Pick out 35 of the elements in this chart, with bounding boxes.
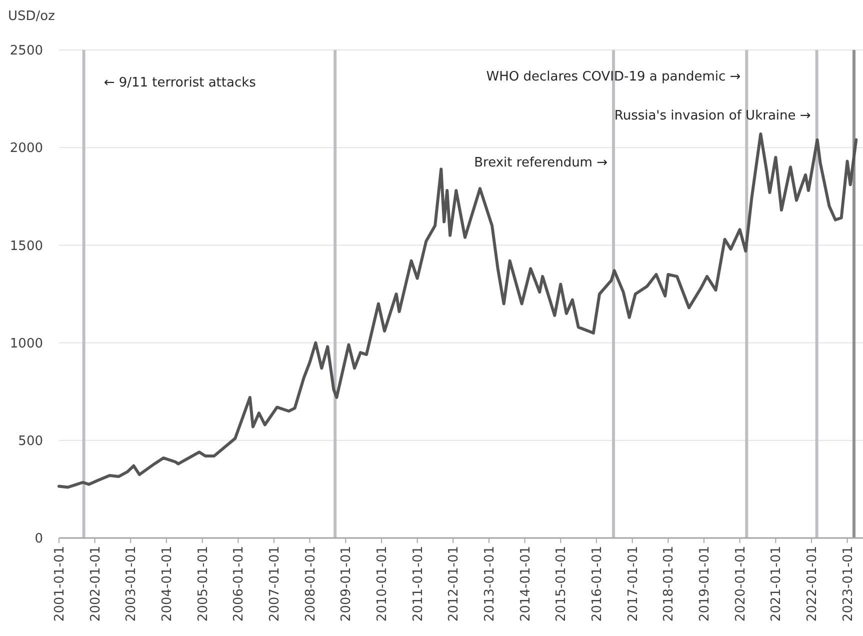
- x-tick-label: 2019-01-01: [698, 546, 713, 622]
- y-axis-title: USD/oz: [8, 9, 56, 24]
- y-tick-label: 500: [18, 434, 43, 449]
- x-tick-label: 2004-01-01: [160, 546, 175, 622]
- x-tick-label: 2020-01-01: [733, 546, 748, 622]
- x-tick-label: 2009-01-01: [339, 546, 354, 622]
- y-tick-label: 2000: [10, 141, 43, 156]
- x-tick-label: 2012-01-01: [446, 546, 462, 622]
- x-tick-label: 2021-01-01: [769, 546, 784, 622]
- x-tick-label: 2008-01-01: [303, 546, 318, 622]
- line-series: [58, 132, 858, 489]
- ref-line-label: ← 9/11 terrorist attacks: [104, 76, 256, 91]
- x-tick-label: 2017-01-01: [626, 546, 641, 622]
- y-tick-label: 1500: [10, 238, 43, 254]
- x-tick-label: 2022-01-01: [805, 546, 820, 622]
- x-tick-label: 2006-01-01: [232, 546, 247, 622]
- x-tick-label: 2018-01-01: [662, 546, 677, 622]
- ref-line-label: Russia's invasion of Ukraine →: [614, 108, 811, 124]
- y-tick-label: 1000: [10, 336, 43, 352]
- ref-line-label: Brexit referendum →: [474, 156, 608, 171]
- x-tick-label: 2001-01-01: [52, 546, 68, 622]
- x-tick-label: 2014-01-01: [518, 546, 534, 622]
- x-tick-label: 2016-01-01: [590, 546, 605, 622]
- x-tick-label: 2003-01-01: [124, 546, 140, 622]
- ref-line-label: WHO declares COVID-19 a pandemic →: [486, 70, 741, 85]
- x-tick-label: 2011-01-01: [410, 546, 426, 622]
- y-tick-label: 2500: [10, 44, 43, 59]
- x-tick-label: 2007-01-01: [268, 546, 283, 622]
- y-tick-label: 0: [34, 532, 43, 547]
- x-tick-label: 2013-01-01: [482, 546, 498, 622]
- x-tick-label: 2010-01-01: [375, 546, 390, 622]
- x-tick-label: 2023-01-01: [840, 546, 856, 622]
- x-tick-label: 2002-01-01: [88, 546, 104, 622]
- x-tick-label: 2005-01-01: [196, 546, 211, 622]
- x-tick-label: 2015-01-01: [554, 546, 570, 622]
